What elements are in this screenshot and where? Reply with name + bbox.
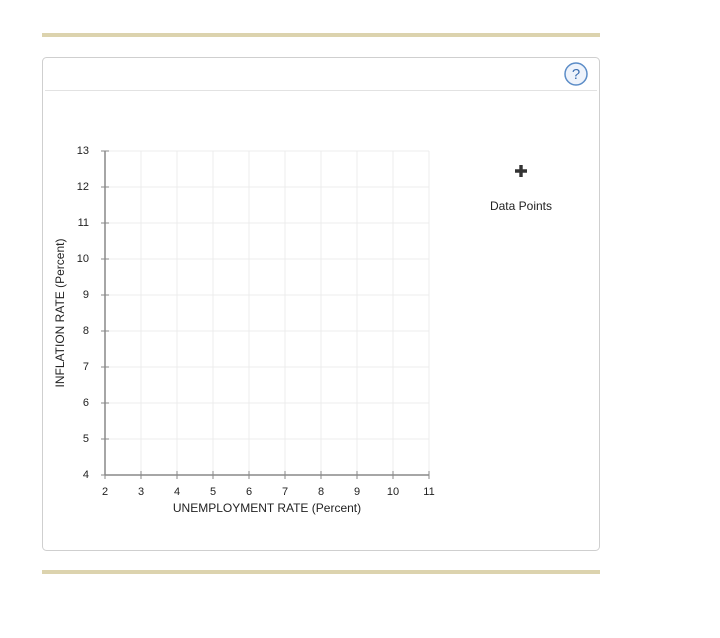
x-tick-label: 10 [387, 486, 399, 498]
bottom-rule [42, 570, 600, 574]
help-circle[interactable] [564, 62, 588, 86]
x-tick-label: 8 [318, 486, 324, 498]
help-text[interactable]: ? [572, 66, 580, 83]
y-tick-label: 13 [77, 145, 89, 157]
top-rule [42, 33, 600, 37]
plus-icon[interactable] [515, 165, 527, 177]
y-tick-label: 7 [83, 361, 89, 373]
y-tick-label: 6 [83, 397, 89, 409]
x-tick-label: 6 [246, 486, 252, 498]
y-tick-label: 10 [77, 253, 89, 265]
y-tick-label: 5 [83, 433, 89, 445]
y-tick-label: 9 [83, 289, 89, 301]
x-tick-label: 9 [354, 486, 360, 498]
x-axis-label: UNEMPLOYMENT RATE (Percent) [173, 501, 361, 515]
x-tick-label: 2 [102, 486, 108, 498]
y-axis-label: INFLATION RATE (Percent) [53, 239, 67, 388]
y-tick-label: 8 [83, 325, 89, 337]
y-tick-label: 4 [83, 469, 89, 481]
x-tick-label: 7 [282, 486, 288, 498]
x-tick-label: 5 [210, 486, 216, 498]
x-tick-label: 3 [138, 486, 144, 498]
x-tick-label: 11 [423, 486, 434, 498]
x-tick-label: 4 [174, 486, 180, 498]
data-points-tool[interactable]: Data Points [490, 165, 552, 213]
y-tick-label: 12 [77, 181, 89, 193]
tool-label[interactable]: Data Points [490, 199, 552, 213]
y-tick-label: 11 [78, 217, 89, 229]
help-button[interactable]: ? [564, 62, 588, 86]
